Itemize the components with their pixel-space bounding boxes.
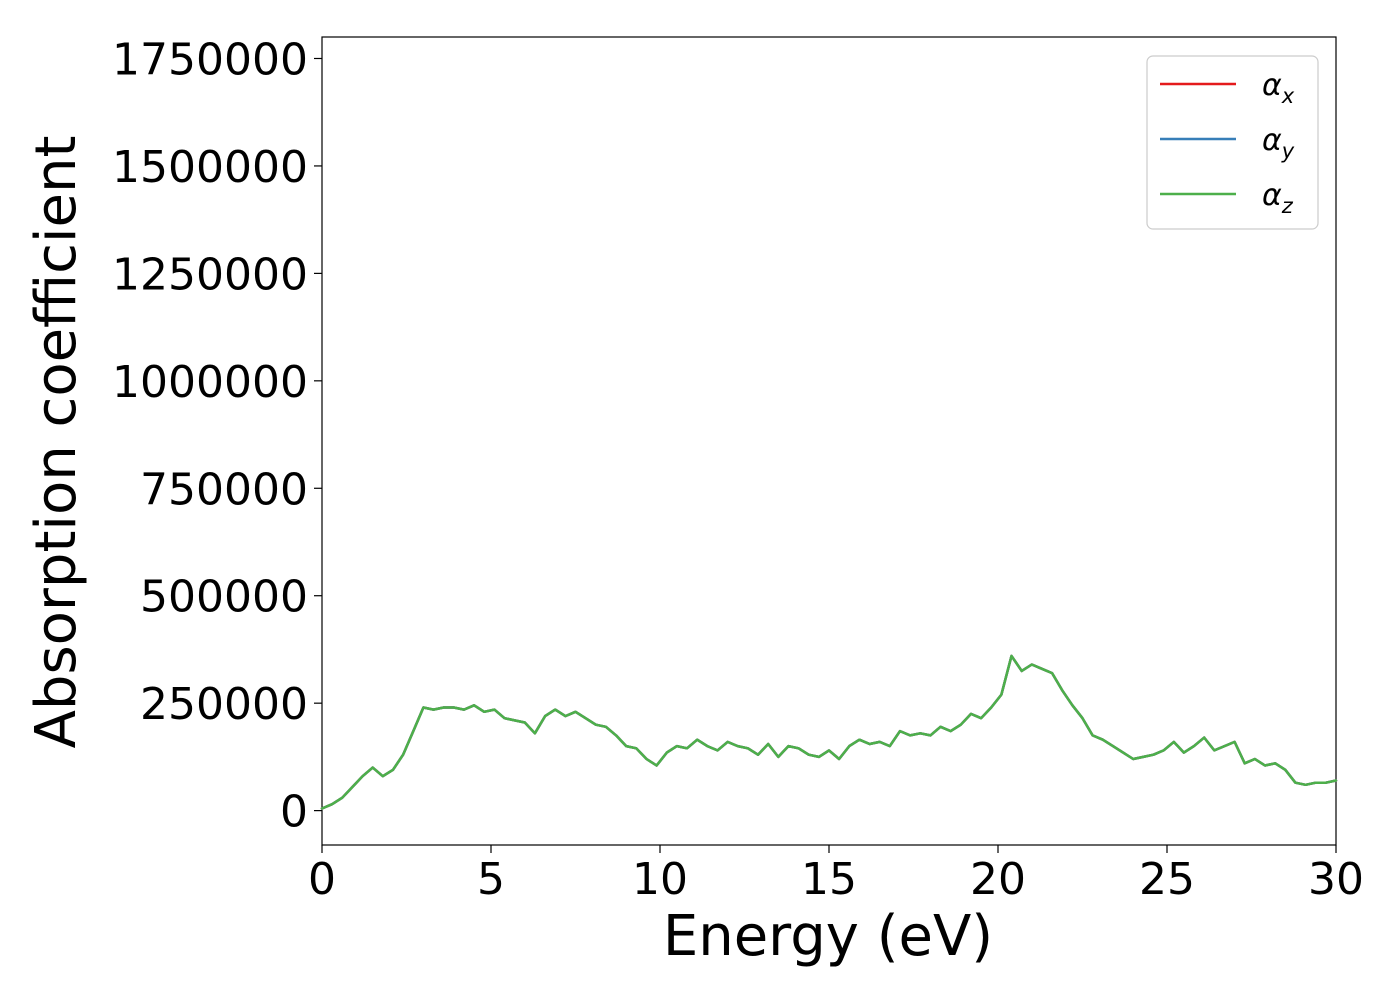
y-tick-label: 0 — [280, 787, 308, 838]
x-tick-label: 30 — [1308, 854, 1364, 905]
legend-entry: αx — [1262, 68, 1295, 108]
series-line-α-x — [320, 654, 1338, 810]
x-axis-label: Energy (eV) — [663, 904, 993, 969]
x-tick-label: 20 — [970, 854, 1026, 905]
legend-entry: αy — [1262, 123, 1295, 163]
legend: αx αy αz — [1146, 55, 1319, 230]
series-line-α-y — [320, 654, 1338, 810]
x-axis-ticks: 0 5 10 15 20 25 30 — [308, 845, 1364, 905]
series-line-α-z — [320, 654, 1338, 810]
y-tick-label: 250000 — [140, 679, 308, 730]
y-axis-ticks: 0 250000 500000 750000 1000000 1250000 1500000… — [112, 34, 322, 838]
x-tick-label: 0 — [308, 854, 336, 905]
legend-box — [1146, 55, 1319, 230]
y-tick-label: 750000 — [140, 464, 308, 515]
y-tick-label: 500000 — [140, 572, 308, 623]
x-tick-label: 15 — [801, 854, 857, 905]
y-tick-label: 1000000 — [112, 357, 308, 408]
x-tick-label: 10 — [632, 854, 688, 905]
y-axis-label: Absorption coefficient — [24, 136, 89, 749]
legend-entry: αz — [1262, 178, 1294, 218]
y-tick-label: 1250000 — [112, 249, 308, 300]
y-tick-label: 1750000 — [112, 34, 308, 85]
x-tick-label: 25 — [1139, 854, 1195, 905]
x-tick-label: 5 — [477, 854, 505, 905]
series-layer — [320, 654, 1338, 810]
y-tick-label: 1500000 — [112, 142, 308, 193]
